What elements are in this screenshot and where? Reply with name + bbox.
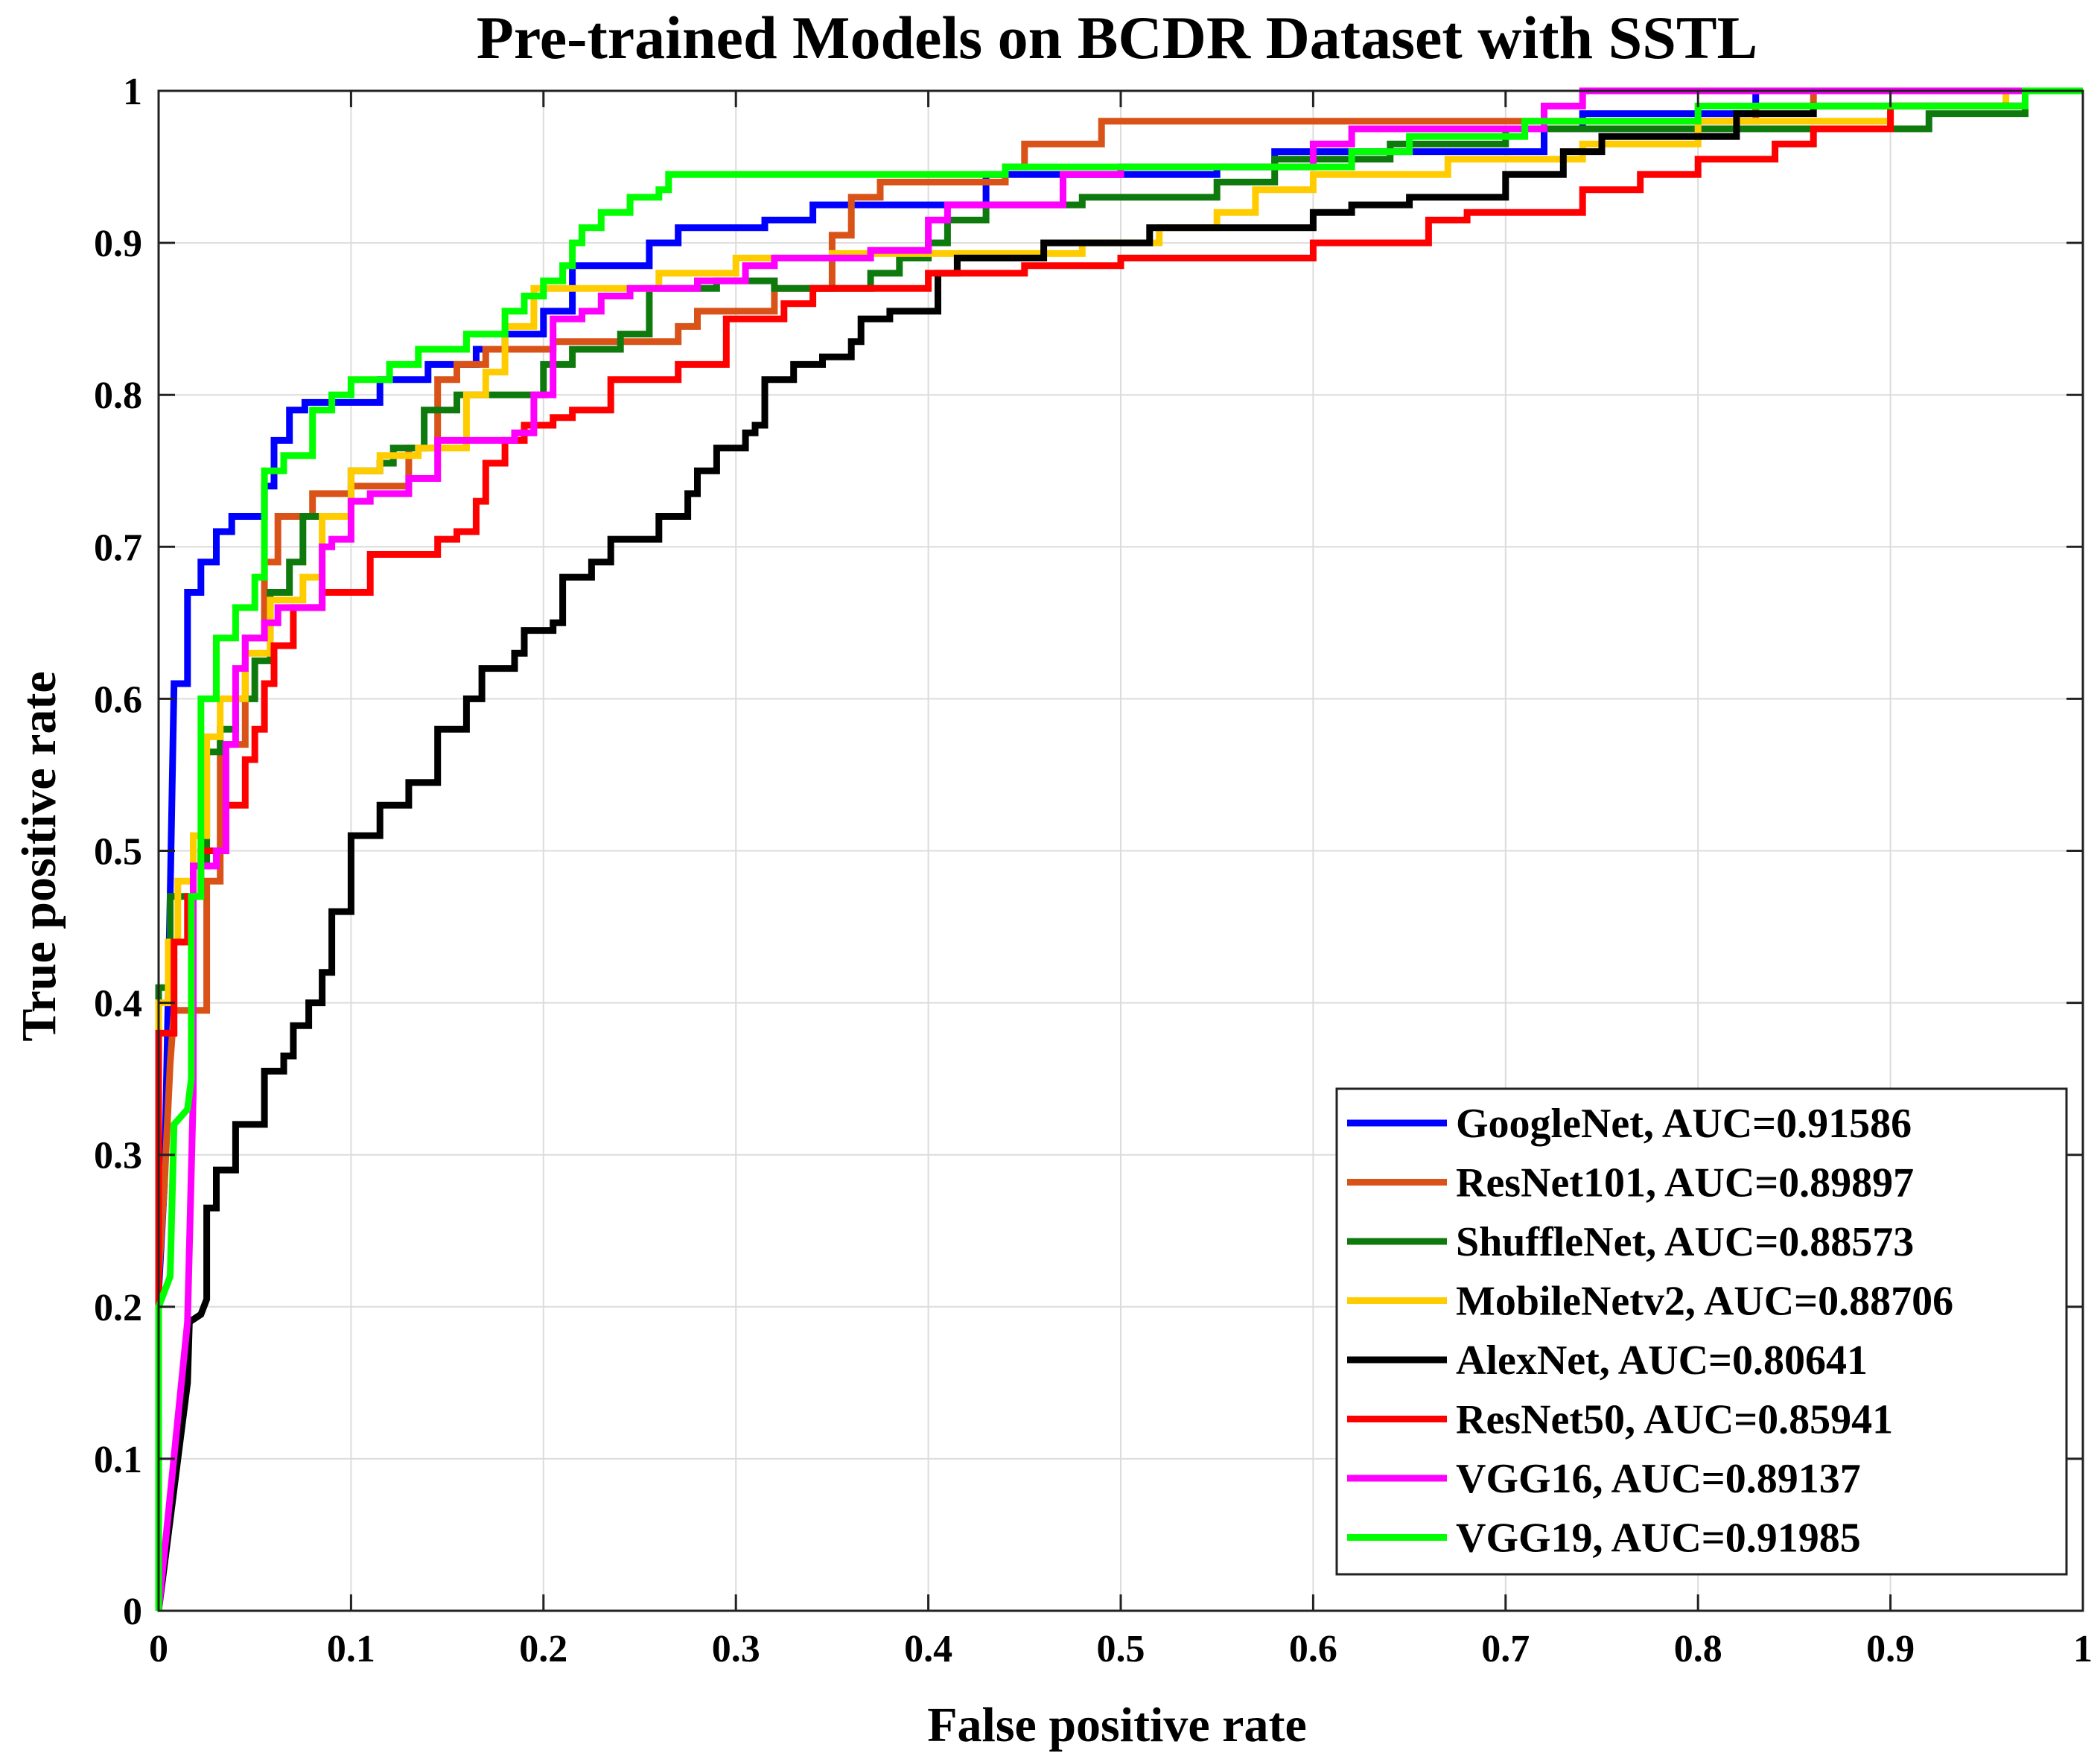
x-tick-label: 0.3 (712, 1628, 760, 1670)
y-tick-label: 0.5 (94, 831, 142, 874)
x-axis-label: False positive rate (927, 1698, 1307, 1752)
legend-label-resnet101: ResNet101, AUC=0.89897 (1456, 1160, 1914, 1206)
legend-box (1335, 1087, 2068, 1576)
y-tick-label: 0.7 (94, 527, 142, 569)
legend-label-resnet50: ResNet50, AUC=0.85941 (1456, 1397, 1893, 1443)
y-tick-label: 0.3 (94, 1135, 142, 1177)
series-line-alexnet (155, 87, 2083, 1612)
legend-label-shufflenet: ShuffleNet, AUC=0.88573 (1456, 1219, 1914, 1265)
y-tick-label: 0.6 (94, 678, 142, 721)
legend-label-mobilenetv2: MobileNetv2, AUC=0.88706 (1456, 1279, 1953, 1325)
y-tick-label: 0.2 (94, 1287, 142, 1329)
y-tick-label: 0.1 (94, 1439, 142, 1481)
series-line-resnet50 (155, 87, 2083, 1611)
x-tick-label: 0.4 (904, 1628, 952, 1670)
x-tick-label: 1 (2073, 1628, 2093, 1670)
series-line-mobilenetv2 (155, 87, 2083, 1611)
legend-label-vgg16: VGG16, AUC=0.89137 (1456, 1456, 1861, 1502)
plot-series (155, 87, 2083, 1612)
y-tick-label: 0.8 (94, 375, 142, 417)
x-tick-label: 0.2 (519, 1628, 567, 1670)
series-line-vgg16 (155, 87, 2083, 1612)
x-tick-label: 0.5 (1097, 1628, 1145, 1670)
y-tick-label: 1 (123, 71, 142, 113)
x-tick-label: 0 (149, 1628, 168, 1670)
series-line-vgg19 (155, 87, 2083, 1611)
x-tick-label: 0.1 (327, 1628, 375, 1670)
legend-label-vgg19: VGG19, AUC=0.91985 (1456, 1515, 1861, 1562)
x-tick-label: 0.7 (1481, 1628, 1530, 1670)
y-tick-label: 0 (123, 1591, 142, 1633)
y-tick-label: 0.9 (94, 223, 142, 265)
x-tick-label: 0.6 (1289, 1628, 1337, 1670)
x-tick-label: 0.9 (1866, 1628, 1915, 1670)
legend: GoogleNet, AUC=0.91586 ResNet101, AUC=0.8… (1335, 1087, 2068, 1576)
axis-ticks: 0 0.1 0.2 0.3 0.4 0.5 0.6 0.7 0.8 0.9 1 0 0.1 0.2 0.3 0… (94, 71, 2093, 1670)
x-tick-label: 0.8 (1674, 1628, 1722, 1670)
y-axis-label: True positive rate (12, 671, 66, 1041)
y-tick-label: 0.4 (94, 983, 142, 1025)
legend-label-alexnet: AlexNet, AUC=0.80641 (1456, 1337, 1868, 1384)
legend-label-googlenet: GoogleNet, AUC=0.91586 (1456, 1101, 1912, 1147)
chart-title: Pre-trained Models on BCDR Dataset with … (477, 4, 1757, 71)
